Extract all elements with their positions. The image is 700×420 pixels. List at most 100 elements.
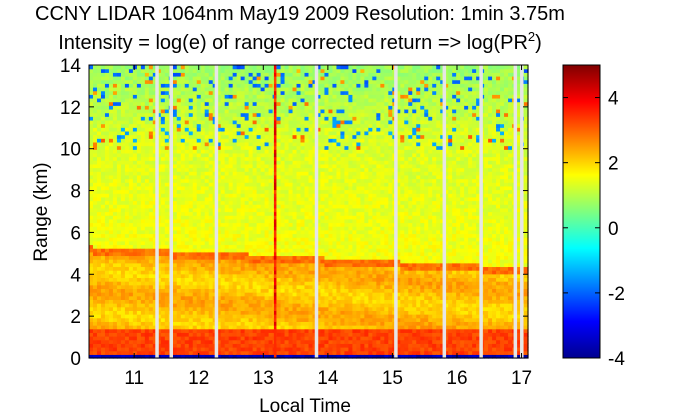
heatmap-cell xyxy=(228,163,234,169)
heatmap-cell xyxy=(140,270,146,275)
heatmap-cell xyxy=(200,112,206,117)
heatmap-cell xyxy=(164,171,170,176)
heatmap-cell xyxy=(208,310,214,315)
heatmap-cell xyxy=(216,240,222,246)
heatmap-cell xyxy=(276,295,282,300)
heatmap-cell xyxy=(100,288,106,293)
heatmap-cell xyxy=(156,68,162,73)
heatmap-cell xyxy=(248,145,254,150)
heatmap-cell xyxy=(92,163,98,169)
heatmap-cell xyxy=(176,277,182,282)
heatmap-cell xyxy=(244,105,250,110)
heatmap-cell xyxy=(208,292,214,297)
heatmap-cell xyxy=(96,134,102,139)
heatmap-cell xyxy=(200,310,206,315)
heatmap-cell xyxy=(124,262,130,268)
heatmap-cell xyxy=(300,149,306,154)
heatmap-cell xyxy=(132,306,138,311)
heatmap-cell xyxy=(160,97,166,103)
heatmap-cell xyxy=(268,306,274,311)
heatmap-cell xyxy=(152,174,158,180)
heatmap-cell xyxy=(284,149,290,154)
heatmap-cell xyxy=(124,325,130,330)
heatmap-cell xyxy=(112,90,118,95)
heatmap-cell xyxy=(296,149,302,154)
heatmap-cell xyxy=(128,171,134,176)
heatmap-cell xyxy=(160,248,166,253)
heatmap-cell xyxy=(220,262,226,268)
heatmap-cell xyxy=(180,178,186,183)
heatmap-cell xyxy=(104,134,110,139)
heatmap-cell xyxy=(252,101,258,106)
heatmap-cell xyxy=(120,152,126,158)
heatmap-cell xyxy=(160,317,166,322)
heatmap-cell xyxy=(256,123,262,128)
heatmap-cell xyxy=(236,350,242,355)
heatmap-cell xyxy=(204,83,210,88)
heatmap-cell xyxy=(96,204,102,209)
heatmap-cell xyxy=(124,174,130,180)
heatmap-cell xyxy=(112,259,118,264)
heatmap-cell xyxy=(292,215,298,220)
heatmap-cell xyxy=(96,211,102,216)
heatmap-cell xyxy=(300,145,306,150)
heatmap-cell xyxy=(296,79,302,84)
heatmap-cell xyxy=(256,248,262,253)
heatmap-cell xyxy=(220,134,226,139)
heatmap-cell xyxy=(304,310,310,315)
heatmap-cell xyxy=(276,116,282,121)
heatmap-cell xyxy=(300,141,306,147)
heatmap-cell xyxy=(240,101,246,106)
heatmap-cell xyxy=(268,339,274,344)
heatmap-cell xyxy=(288,90,294,95)
heatmap-cell xyxy=(324,149,330,154)
heatmap-cell xyxy=(108,281,114,286)
heatmap-cell xyxy=(332,68,338,73)
heatmap-cell xyxy=(156,354,162,359)
heatmap-cell xyxy=(148,134,154,139)
heatmap-cell xyxy=(108,65,114,70)
heatmap-cell xyxy=(148,204,154,209)
heatmap-cell xyxy=(184,215,190,220)
heatmap-cell xyxy=(120,295,126,300)
heatmap-cell xyxy=(160,207,166,213)
heatmap-cell xyxy=(116,215,122,220)
heatmap-cell xyxy=(89,119,94,125)
heatmap-cell xyxy=(160,343,166,348)
heatmap-cell xyxy=(328,178,334,183)
heatmap-cell xyxy=(140,310,146,315)
heatmap-cell xyxy=(136,108,142,114)
heatmap-cell xyxy=(152,141,158,147)
heatmap-cell xyxy=(100,229,106,235)
heatmap-cell xyxy=(304,211,310,216)
heatmap-cell xyxy=(164,339,170,344)
heatmap-cell xyxy=(176,127,182,132)
heatmap-cell xyxy=(92,196,98,202)
heatmap-cell xyxy=(260,138,266,143)
heatmap-cell xyxy=(132,152,138,158)
heatmap-cell xyxy=(100,79,106,84)
heatmap-cell xyxy=(268,149,274,154)
heatmap-cell xyxy=(128,65,134,70)
heatmap-cell xyxy=(224,226,230,231)
heatmap-cell xyxy=(92,244,98,249)
heatmap-cell xyxy=(184,123,190,128)
heatmap-cell xyxy=(300,306,306,311)
heatmap-cell xyxy=(244,350,250,355)
heatmap-cell xyxy=(264,116,270,121)
heatmap-cell xyxy=(148,281,154,286)
heatmap-cell xyxy=(276,174,282,180)
heatmap-cell xyxy=(112,233,118,238)
heatmap-cell xyxy=(324,284,330,290)
heatmap-cell xyxy=(292,336,298,341)
heatmap-cell xyxy=(264,295,270,300)
heatmap-cell xyxy=(224,94,230,99)
heatmap-cell xyxy=(324,229,330,235)
heatmap-cell xyxy=(192,240,198,246)
heatmap-cell xyxy=(172,145,178,150)
heatmap-cell xyxy=(260,317,266,322)
heatmap-cell xyxy=(112,112,118,117)
heatmap-cell xyxy=(228,240,234,246)
heatmap-cell xyxy=(308,174,314,180)
heatmap-cell xyxy=(204,237,210,242)
